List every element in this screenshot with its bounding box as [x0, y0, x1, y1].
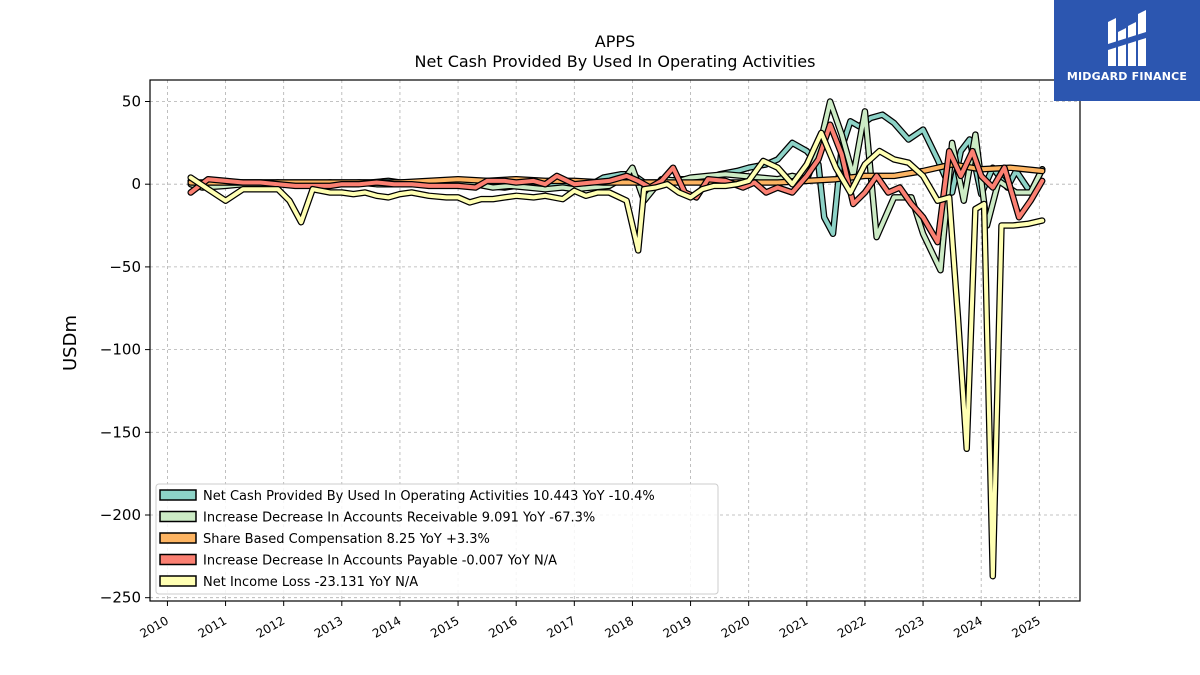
- series-lines: [187, 98, 1046, 580]
- y-axis: 50 0 −50 −100 −150 −200 −250: [100, 93, 150, 607]
- x-tick-label: 2021: [777, 613, 810, 640]
- legend-swatch: [159, 553, 197, 566]
- x-tick-label: 2013: [312, 613, 345, 640]
- x-tick-label: 2011: [196, 613, 229, 640]
- x-tick-label: 2017: [544, 613, 577, 640]
- legend-entry: Net Income Loss -23.131 YoY N/A: [203, 575, 418, 590]
- legend-swatch: [159, 510, 197, 523]
- series-line: [188, 130, 1045, 579]
- x-tick-label: 2022: [835, 613, 868, 640]
- brand-logo: MIDGARD FINANCE: [1054, 0, 1200, 101]
- legend-entry: Net Cash Provided By Used In Operating A…: [203, 489, 655, 504]
- series-3: [187, 121, 1046, 246]
- x-tick-label: 2010: [137, 613, 170, 640]
- x-tick-label: 2023: [893, 613, 926, 640]
- x-tick-label: 2012: [254, 613, 287, 640]
- legend-swatch: [159, 489, 197, 501]
- y-tick-label: −50: [109, 258, 141, 276]
- y-tick-label: −100: [100, 341, 141, 359]
- x-tick-label: 2024: [951, 613, 984, 640]
- brand-name: MIDGARD FINANCE: [1066, 70, 1188, 83]
- y-tick-label: 0: [131, 175, 141, 193]
- x-tick-label: 2020: [719, 613, 752, 640]
- y-tick-label: 50: [122, 93, 141, 111]
- x-tick-label: 2014: [370, 613, 403, 640]
- legend: Net Cash Provided By Used In Operating A…: [155, 483, 719, 595]
- series-4: [187, 129, 1046, 580]
- legend-entry: Increase Decrease In Accounts Receivable…: [203, 511, 595, 526]
- chart-title: APPS: [595, 32, 635, 51]
- x-tick-label: 2016: [486, 613, 519, 640]
- y-tick-label: −200: [100, 506, 141, 524]
- legend-entry: Increase Decrease In Accounts Payable -0…: [203, 554, 557, 569]
- series-line: [188, 122, 1045, 245]
- legend-entry: Share Based Compensation 8.25 YoY +3.3%: [203, 532, 490, 547]
- legend-swatch: [159, 575, 197, 587]
- x-tick-label: 2019: [661, 613, 694, 640]
- x-tick-label: 2018: [602, 613, 635, 640]
- legend-swatch: [159, 532, 197, 544]
- x-tick-label: 2015: [428, 613, 461, 640]
- y-tick-label: −250: [100, 589, 141, 607]
- chart-subtitle: Net Cash Provided By Used In Operating A…: [415, 52, 816, 71]
- y-tick-label: −150: [100, 423, 141, 441]
- midgard-logo-icon: [1108, 10, 1146, 66]
- plot-area-frame: [149, 79, 1081, 602]
- x-axis: 2010 2011 2012 2013 2014 2015 2016 2017 2018 2019…: [137, 601, 1043, 641]
- legend-box: [155, 483, 719, 595]
- x-tick-label: 2025: [1009, 613, 1042, 640]
- y-axis-label: USDm: [60, 315, 81, 371]
